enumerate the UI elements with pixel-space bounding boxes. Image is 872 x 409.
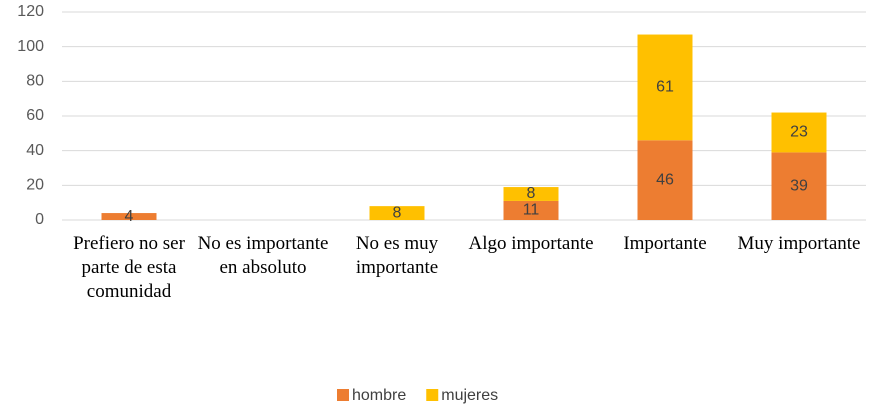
- x-tick-label: No es importante en absoluto: [197, 233, 329, 278]
- bar-segment: [101, 213, 157, 220]
- bar-segment: [637, 140, 693, 220]
- bar-segment: [637, 34, 693, 141]
- data-label: 23: [790, 124, 808, 141]
- legend-swatch: [426, 389, 439, 401]
- y-tick-label: 40: [26, 142, 44, 159]
- data-label: 8: [393, 204, 402, 221]
- bar-segment: [503, 200, 559, 220]
- data-label: 11: [523, 202, 540, 219]
- legend-label: hombre: [352, 387, 406, 404]
- data-label: 39: [790, 177, 808, 194]
- bar-segment: [503, 187, 559, 201]
- bar-segment: [369, 206, 425, 220]
- y-tick-label: 120: [17, 3, 44, 20]
- y-tick-label: 100: [17, 38, 44, 55]
- x-tick-label: Prefiero no ser parte de esta comunidad: [73, 233, 185, 302]
- x-tick-label: No es muy importante: [355, 233, 439, 278]
- data-label: 4: [125, 208, 134, 225]
- data-label: 8: [527, 185, 536, 202]
- legend-swatch: [337, 389, 349, 401]
- x-tick-label: Muy importante: [737, 233, 861, 254]
- y-tick-label: 80: [26, 73, 44, 90]
- bar-segment: [771, 152, 827, 220]
- x-tick-label: Algo importante: [468, 233, 594, 254]
- x-tick-label: Importante: [623, 233, 707, 254]
- y-tick-label: 0: [35, 211, 44, 228]
- legend-label: mujeres: [441, 387, 498, 404]
- data-label: 46: [656, 171, 674, 188]
- data-label: 61: [656, 79, 674, 96]
- y-tick-label: 20: [26, 177, 44, 194]
- y-tick-label: 60: [26, 107, 44, 124]
- bar-segment: [771, 112, 827, 153]
